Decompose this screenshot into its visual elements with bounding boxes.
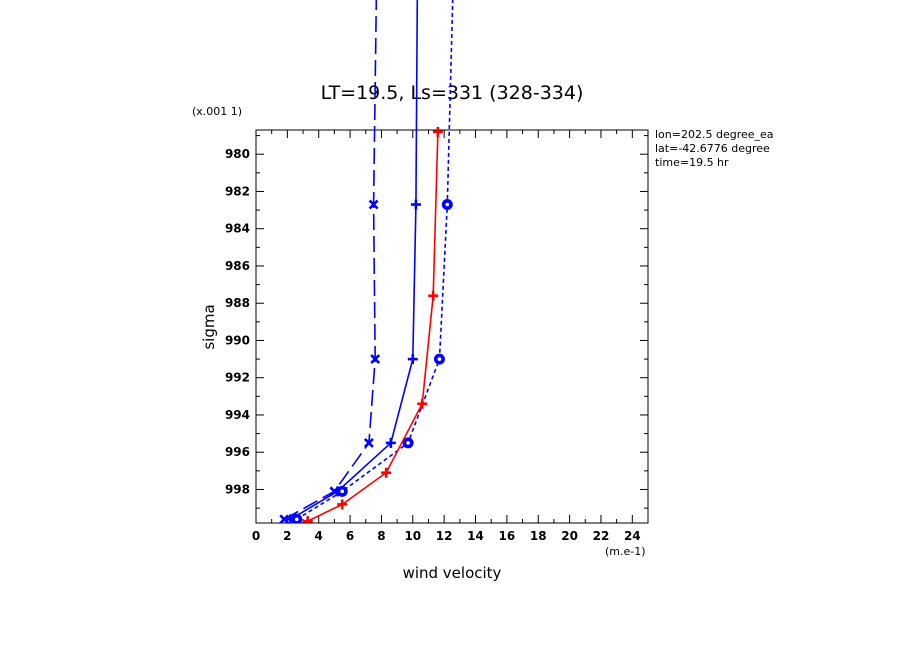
x-axis-label: wind velocity [403, 564, 502, 582]
series-1-point [368, 199, 379, 210]
x-tick-label: 6 [346, 529, 354, 543]
series-2-line [290, 0, 419, 520]
series-3-point-center [406, 441, 410, 445]
series-2-point [385, 437, 396, 448]
series-3-point-center [340, 489, 345, 494]
x-tick-label: 2 [283, 529, 291, 543]
marker-stroke [279, 514, 290, 523]
y-units-label: (x.001 1) [192, 105, 242, 118]
series-4-line [307, 131, 439, 522]
x-tick-label: 4 [315, 529, 323, 543]
y-tick-label: 984 [225, 222, 250, 236]
series-4-point [417, 398, 428, 409]
series-3-point-center [437, 357, 442, 361]
series-3-point-center [294, 517, 299, 522]
y-tick-label: 982 [225, 184, 250, 198]
y-tick-label: 998 [225, 482, 250, 496]
y-tick-label: 996 [225, 445, 250, 459]
y-tick-label: 988 [225, 296, 250, 310]
series-4-point [381, 467, 392, 478]
series-4-point [432, 126, 443, 137]
x-tick-label: 24 [624, 529, 641, 543]
series-3-line [296, 0, 454, 520]
series-1-line [283, 0, 378, 520]
marker-stroke [370, 354, 381, 365]
marker-stroke [363, 437, 374, 448]
x-tick-label: 0 [252, 529, 260, 543]
series-4-point [337, 499, 348, 510]
plot-frame [255, 129, 649, 524]
x-tick-label: 12 [436, 529, 453, 543]
x-tick-label: 22 [593, 529, 610, 543]
marker-stroke [368, 199, 379, 210]
series-1-point [363, 437, 374, 448]
annotation-time: time=19.5 hr [655, 156, 729, 169]
annotation-lon: lon=202.5 degree_ea [655, 128, 774, 141]
x-tick-label: 10 [404, 529, 421, 543]
series-2-point [410, 199, 421, 210]
x-tick-label: 14 [467, 529, 484, 543]
x-tick-label: 16 [499, 529, 516, 543]
x-tick-label: 8 [377, 529, 385, 543]
series-3-point-center [445, 202, 450, 207]
y-tick-label: 990 [225, 333, 250, 347]
y-tick-label: 986 [225, 259, 250, 273]
series-1-point [279, 514, 290, 523]
y-tick-label: 992 [225, 371, 250, 385]
y-tick-label: 994 [225, 408, 250, 422]
series-2-point [407, 354, 418, 365]
x-tick-label: 18 [530, 529, 547, 543]
series-4-point [428, 290, 439, 301]
chart-title: LT=19.5, Ls=331 (328-334) [321, 82, 584, 104]
y-tick-label: 980 [225, 147, 250, 161]
x-units-label: (m.e-1) [605, 545, 646, 558]
series-1-point [370, 354, 381, 365]
series-4-point [302, 516, 313, 523]
x-tick-label: 20 [561, 529, 578, 543]
annotation-lat: lat=-42.6776 degree [655, 142, 770, 155]
y-axis-label: sigma [200, 304, 218, 349]
